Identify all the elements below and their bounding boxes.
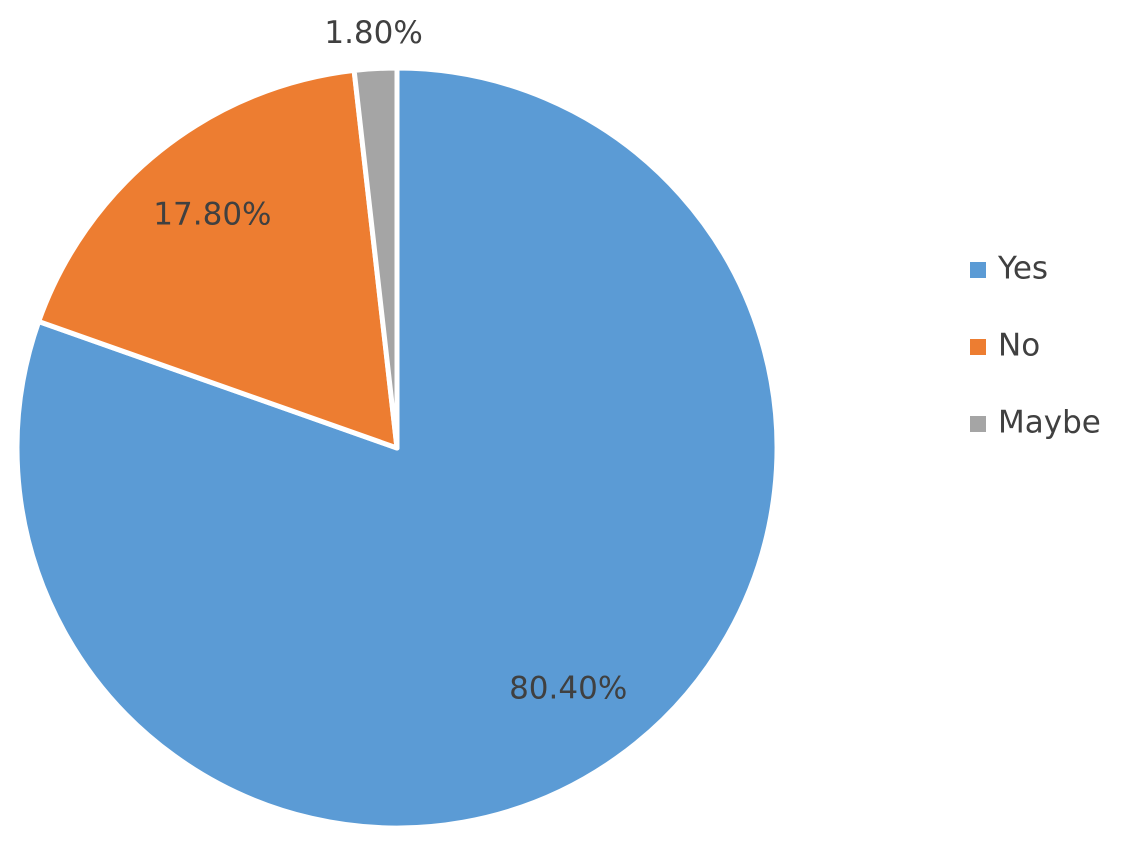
data-label: 1.80%: [324, 15, 422, 51]
legend-label: Maybe: [998, 405, 1101, 441]
data-label: 17.80%: [153, 197, 271, 233]
legend-label: Yes: [997, 251, 1048, 287]
legend-swatch: [970, 416, 986, 432]
legend-swatch: [970, 339, 986, 355]
data-label: 80.40%: [509, 670, 627, 706]
pie-slice: [351, 65, 400, 451]
legend-label: No: [998, 328, 1040, 364]
legend-swatch: [970, 262, 986, 278]
pie-slice: [36, 67, 400, 451]
